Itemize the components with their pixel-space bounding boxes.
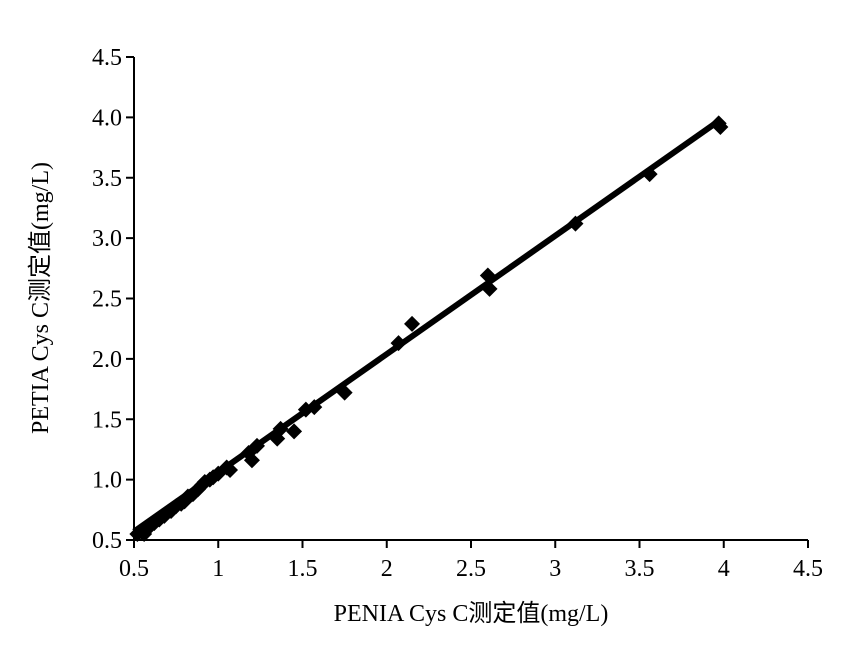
- data-point-diamond: [481, 280, 498, 297]
- data-point-diamond: [306, 399, 323, 416]
- data-point-diamond: [641, 166, 658, 183]
- x-axis-title: PENIA Cys C测定值(mg/L): [334, 600, 609, 627]
- y-tick-label: 3.0: [92, 226, 122, 252]
- y-tick-label: 0.5: [92, 528, 122, 554]
- trend-line: [132, 118, 721, 535]
- data-point-diamond: [390, 335, 407, 352]
- data-point-diamond: [479, 267, 496, 284]
- x-tick-label: 2: [381, 556, 393, 582]
- data-point-diamond: [272, 420, 289, 437]
- data-point-diamond: [243, 452, 260, 469]
- fit-line-group: [132, 118, 721, 535]
- tick-marks: [126, 56, 809, 548]
- data-points: [129, 115, 729, 542]
- x-tick-label: 2.5: [456, 556, 486, 582]
- data-point-diamond: [567, 215, 584, 232]
- data-point-diamond: [336, 384, 353, 401]
- y-tick-label: 3.5: [92, 166, 122, 192]
- y-tick-label: 2.5: [92, 287, 122, 313]
- y-tick-label: 4.5: [92, 45, 122, 71]
- y-tick-label: 1.5: [92, 407, 122, 433]
- x-tick-label: 1: [212, 556, 224, 582]
- x-tick-label: 4: [718, 556, 730, 582]
- x-tick-label: 3.5: [625, 556, 655, 582]
- y-tick-label: 4.0: [92, 105, 122, 131]
- data-point-diamond: [249, 437, 266, 454]
- x-tick-label: 4.5: [793, 556, 823, 582]
- tick-labels: 0.5 1 1.5 2 2.5 3 3.5 4 4.5 0.5 1.0 1.5 2.0 2.5 3.0 3.5…: [92, 45, 823, 582]
- y-tick-label: 2.0: [92, 347, 122, 373]
- data-point-diamond: [712, 119, 729, 136]
- data-point-diamond: [404, 315, 421, 332]
- data-point-diamond: [286, 423, 303, 440]
- x-tick-label: 1.5: [288, 556, 318, 582]
- x-tick-label: 0.5: [119, 556, 149, 582]
- data-point-diamond: [222, 461, 239, 478]
- x-tick-label: 3: [549, 556, 561, 582]
- y-axis-title: PETIA Cys C测定值(mg/L): [27, 162, 54, 434]
- data-point-diamond: [151, 511, 168, 528]
- y-tick-label: 1.0: [92, 468, 122, 494]
